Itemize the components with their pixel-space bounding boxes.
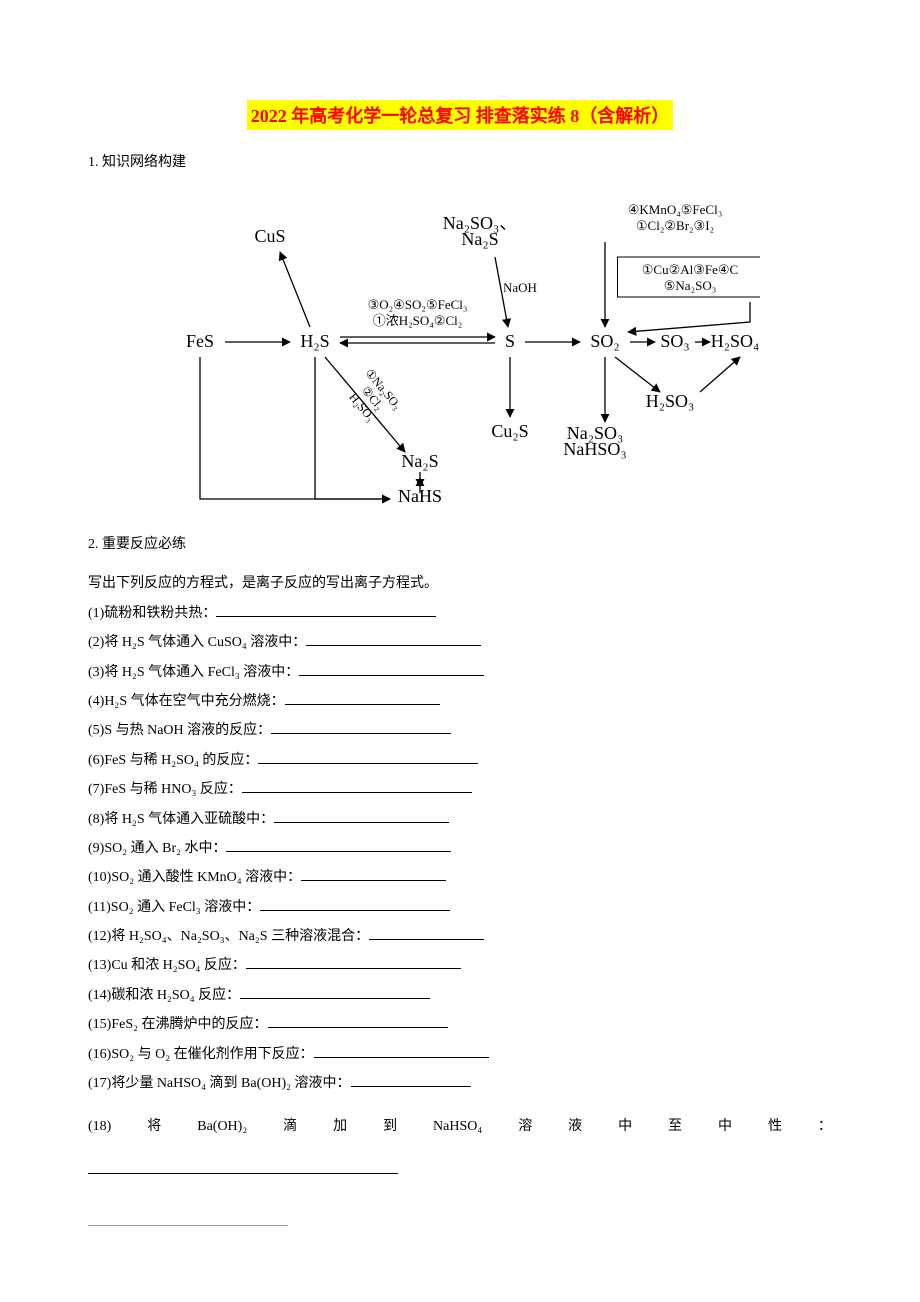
answer-blank bbox=[260, 896, 450, 911]
question-18-token: 至 bbox=[668, 1112, 682, 1141]
answer-blank bbox=[226, 837, 451, 852]
question-18: (18) 将 Ba(OH)₂ 滴 加 到 NaHSO₄ 溶 液 中 至 中 性 ： bbox=[88, 1112, 832, 1141]
question-text: (14)碳和浓 H₂SO₄ 反应： bbox=[88, 988, 240, 1003]
question-text: (11)SO₂ 通入 FeCl₃ 溶液中： bbox=[88, 900, 260, 915]
instruction-text: 写出下列反应的方程式，是离子反应的写出离子方程式。 bbox=[88, 569, 832, 598]
svg-text:CuS: CuS bbox=[254, 226, 285, 246]
question-text: (17)将少量 NaHSO₄ 滴到 Ba(OH)₂ 溶液中： bbox=[88, 1076, 351, 1091]
question-18-token: 性 bbox=[768, 1112, 782, 1141]
question-item: (6)FeS 与稀 H₂SO₄ 的反应： bbox=[88, 746, 832, 775]
answer-blank bbox=[274, 808, 449, 823]
question-18-token: 到 bbox=[383, 1112, 397, 1141]
question-text: (15)FeS₂ 在沸腾炉中的反应： bbox=[88, 1017, 268, 1032]
question-item: (2)将 H₂S 气体通入 CuSO₄ 溶液中： bbox=[88, 628, 832, 657]
question-item: (10)SO₂ 通入酸性 KMnO₄ 溶液中： bbox=[88, 863, 832, 892]
question-text: (16)SO₂ 与 O₂ 在催化剂作用下反应： bbox=[88, 1047, 314, 1062]
question-item: (15)FeS₂ 在沸腾炉中的反应： bbox=[88, 1010, 832, 1039]
question-18-token: 将 bbox=[147, 1112, 161, 1141]
svg-text:NaHSO₃: NaHSO₃ bbox=[563, 439, 626, 459]
svg-text:SO₃: SO₃ bbox=[660, 331, 689, 351]
question-text: (6)FeS 与稀 H₂SO₄ 的反应： bbox=[88, 753, 258, 768]
answer-blank bbox=[268, 1013, 448, 1028]
svg-text:NaOH: NaOH bbox=[503, 280, 537, 295]
question-item: (4)H₂S 气体在空气中充分燃烧： bbox=[88, 687, 832, 716]
title-wrap: 2022 年高考化学一轮总复习 排查落实练 8（含解析） bbox=[88, 100, 832, 130]
question-item: (3)将 H₂S 气体通入 FeCl₃ 溶液中： bbox=[88, 658, 832, 687]
question-text: (4)H₂S 气体在空气中充分燃烧： bbox=[88, 694, 285, 709]
question-item: (14)碳和浓 H₂SO₄ 反应： bbox=[88, 981, 832, 1010]
page-title: 2022 年高考化学一轮总复习 排查落实练 8（含解析） bbox=[247, 100, 674, 130]
answer-blank bbox=[301, 866, 446, 881]
svg-text:①浓H₂SO₄②Cl₂: ①浓H₂SO₄②Cl₂ bbox=[373, 313, 463, 328]
diagram-svg: ③O₂④SO₂⑤FeCl₃①浓H₂SO₄②Cl₂NaOH①Na₂SO₃②Cl₂H… bbox=[160, 187, 760, 507]
answer-blank bbox=[369, 925, 484, 940]
svg-text:③O₂④SO₂⑤FeCl₃: ③O₂④SO₂⑤FeCl₃ bbox=[368, 297, 468, 312]
svg-text:④KMnO₄⑤FeCl₃: ④KMnO₄⑤FeCl₃ bbox=[628, 202, 723, 217]
question-18-blank-line bbox=[88, 1156, 832, 1185]
question-18-token: 加 bbox=[333, 1112, 347, 1141]
answer-blank bbox=[314, 1043, 489, 1058]
svg-text:Na₂S: Na₂S bbox=[461, 229, 498, 249]
question-item: (17)将少量 NaHSO₄ 滴到 Ba(OH)₂ 溶液中： bbox=[88, 1069, 832, 1098]
answer-blank bbox=[285, 690, 440, 705]
answer-blank bbox=[351, 1072, 471, 1087]
answer-blank bbox=[258, 749, 478, 764]
question-item: (7)FeS 与稀 HNO₃ 反应： bbox=[88, 775, 832, 804]
question-text: (2)将 H₂S 气体通入 CuSO₄ 溶液中： bbox=[88, 635, 306, 650]
svg-text:S: S bbox=[505, 331, 515, 351]
question-item: (13)Cu 和浓 H₂SO₄ 反应： bbox=[88, 951, 832, 980]
question-item: (8)将 H₂S 气体通入亚硫酸中： bbox=[88, 805, 832, 834]
answer-blank bbox=[246, 954, 461, 969]
svg-text:Na₂S: Na₂S bbox=[401, 451, 438, 471]
page: 2022 年高考化学一轮总复习 排查落实练 8（含解析） 1. 知识网络构建 ③… bbox=[0, 0, 920, 1286]
question-18-token: 液 bbox=[568, 1112, 582, 1141]
answer-blank bbox=[88, 1159, 398, 1174]
question-item: (11)SO₂ 通入 FeCl₃ 溶液中： bbox=[88, 893, 832, 922]
svg-text:H₂SO₃: H₂SO₃ bbox=[646, 391, 695, 411]
question-18-token: (18) bbox=[88, 1112, 111, 1141]
question-item: (5)S 与热 NaOH 溶液的反应： bbox=[88, 716, 832, 745]
question-item: (12)将 H₂SO₄、Na₂SO₃、Na₂S 三种溶液混合： bbox=[88, 922, 832, 951]
question-18-token: 溶 bbox=[518, 1112, 532, 1141]
svg-text:H₂S: H₂S bbox=[300, 331, 329, 351]
answer-blank bbox=[242, 778, 472, 793]
section-1-label: 1. 知识网络构建 bbox=[88, 150, 832, 175]
question-text: (10)SO₂ 通入酸性 KMnO₄ 溶液中： bbox=[88, 870, 301, 885]
question-18-token: Ba(OH)₂ bbox=[197, 1112, 247, 1141]
answer-blank bbox=[216, 602, 436, 617]
svg-text:①Cu②Al③Fe④C: ①Cu②Al③Fe④C bbox=[642, 262, 738, 277]
question-text: (7)FeS 与稀 HNO₃ 反应： bbox=[88, 782, 242, 797]
svg-text:Cu₂S: Cu₂S bbox=[491, 421, 528, 441]
question-text: (8)将 H₂S 气体通入亚硫酸中： bbox=[88, 812, 274, 827]
svg-text:H₂SO₄: H₂SO₄ bbox=[711, 331, 760, 351]
svg-text:⑤Na₂SO₃: ⑤Na₂SO₃ bbox=[664, 278, 717, 293]
svg-text:①Cl₂②Br₂③I₂: ①Cl₂②Br₂③I₂ bbox=[636, 218, 714, 233]
svg-text:SO₂: SO₂ bbox=[590, 331, 619, 351]
answer-blank bbox=[240, 984, 430, 999]
question-18-token: ： bbox=[818, 1112, 832, 1141]
question-18-token: NaHSO₄ bbox=[433, 1112, 482, 1141]
footer-rule bbox=[88, 1225, 288, 1226]
question-text: (9)SO₂ 通入 Br₂ 水中： bbox=[88, 841, 226, 856]
question-18-token: 滴 bbox=[283, 1112, 297, 1141]
answer-blank bbox=[306, 631, 481, 646]
question-item: (16)SO₂ 与 O₂ 在催化剂作用下反应： bbox=[88, 1040, 832, 1069]
question-18-token: 中 bbox=[618, 1112, 632, 1141]
section-2-label: 2. 重要反应必练 bbox=[88, 532, 832, 557]
question-text: (3)将 H₂S 气体通入 FeCl₃ 溶液中： bbox=[88, 665, 299, 680]
question-text: (12)将 H₂SO₄、Na₂SO₃、Na₂S 三种溶液混合： bbox=[88, 929, 369, 944]
question-18-token: 中 bbox=[718, 1112, 732, 1141]
svg-text:NaHS: NaHS bbox=[398, 486, 442, 506]
question-list: (1)硫粉和铁粉共热： (2)将 H₂S 气体通入 CuSO₄ 溶液中： (3)将 … bbox=[88, 599, 832, 1099]
knowledge-diagram: ③O₂④SO₂⑤FeCl₃①浓H₂SO₄②Cl₂NaOH①Na₂SO₃②Cl₂H… bbox=[160, 187, 760, 512]
svg-text:FeS: FeS bbox=[186, 331, 214, 351]
question-text: (1)硫粉和铁粉共热： bbox=[88, 606, 216, 621]
question-item: (1)硫粉和铁粉共热： bbox=[88, 599, 832, 628]
question-text: (13)Cu 和浓 H₂SO₄ 反应： bbox=[88, 958, 246, 973]
answer-blank bbox=[271, 719, 451, 734]
question-item: (9)SO₂ 通入 Br₂ 水中： bbox=[88, 834, 832, 863]
question-text: (5)S 与热 NaOH 溶液的反应： bbox=[88, 723, 271, 738]
answer-blank bbox=[299, 661, 484, 676]
